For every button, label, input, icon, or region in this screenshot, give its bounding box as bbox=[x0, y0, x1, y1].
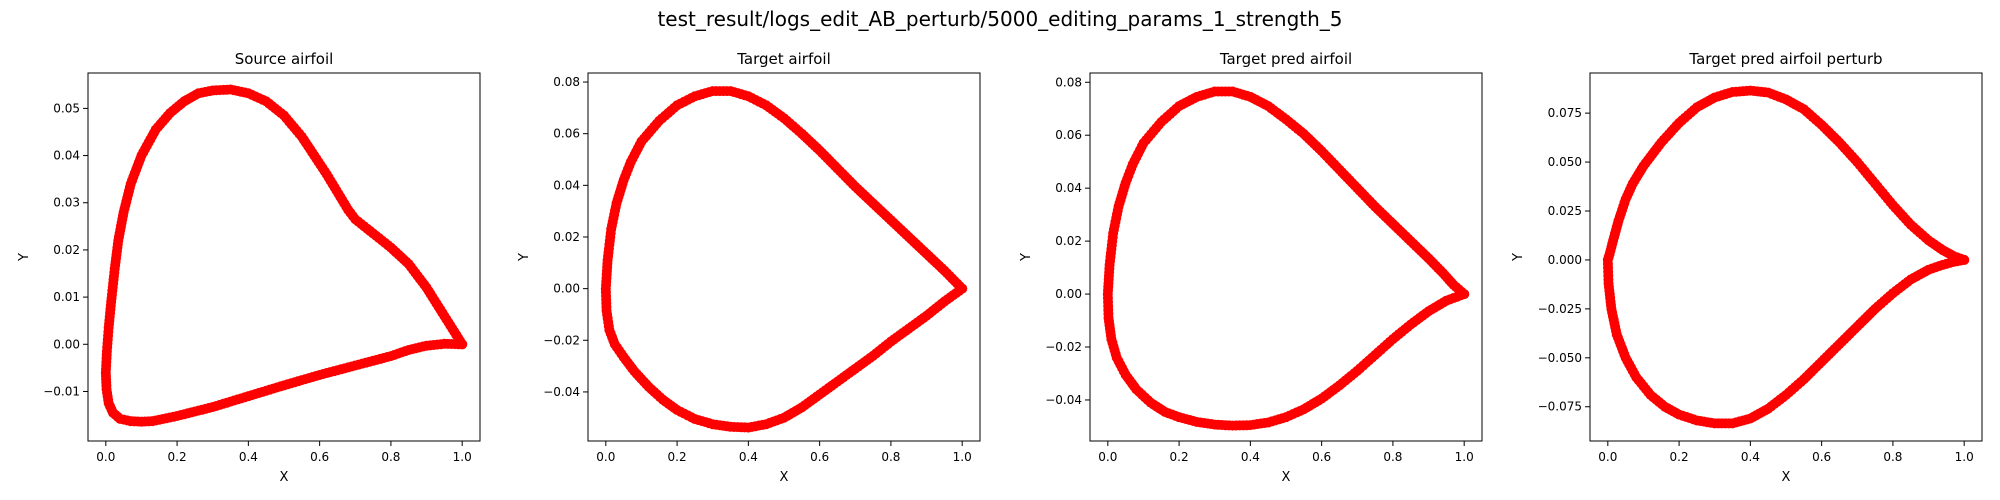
y-axis-label: Y bbox=[17, 253, 32, 262]
data-point bbox=[1459, 289, 1470, 300]
x-tick-label: 0.6 bbox=[1312, 450, 1331, 464]
data-point bbox=[457, 339, 468, 350]
y-axis-label: Y bbox=[1019, 253, 1034, 262]
data-series bbox=[1102, 86, 1470, 431]
x-tick-label: 0.0 bbox=[1598, 450, 1617, 464]
y-tick-label: 0.03 bbox=[53, 196, 80, 210]
y-tick-label: 0.06 bbox=[553, 127, 580, 141]
subplot-2: Target airfoil 0.0 0.2 0.4 0.6 0.8 1.0 −0.04 −0.… bbox=[517, 50, 981, 485]
x-tick-label: 0.6 bbox=[1812, 450, 1831, 464]
data-point bbox=[1959, 254, 1970, 265]
x-tick-label: 0.8 bbox=[1383, 450, 1402, 464]
subplot-4: Target pred airfoil perturb 0.0 0.2 0.4 0.6 0… bbox=[1511, 50, 1983, 485]
y-tick-label: 0.06 bbox=[1055, 128, 1082, 142]
x-tick-label: 0.6 bbox=[810, 450, 829, 464]
y-tick-label: 0.02 bbox=[1055, 234, 1082, 248]
axes-frame bbox=[87, 72, 481, 442]
y-tick-label: −0.02 bbox=[1045, 340, 1082, 354]
x-tick-label: 0.4 bbox=[1741, 450, 1760, 464]
subplot-title: Target pred airfoil bbox=[1219, 50, 1352, 68]
axes-frame bbox=[1589, 72, 1983, 442]
x-axis-label: X bbox=[1282, 470, 1291, 485]
y-tick-label: 0.04 bbox=[1055, 181, 1082, 195]
y-tick-label: 0.04 bbox=[53, 149, 80, 163]
axes-frame bbox=[1089, 72, 1483, 442]
data-series bbox=[600, 86, 968, 433]
y-tick-label: 0.02 bbox=[553, 230, 580, 244]
figure-suptitle: test_result/logs_edit_AB_perturb/5000_ed… bbox=[657, 7, 1342, 31]
subplot-3: Target pred airfoil 0.0 0.2 0.4 0.6 0.8 1.0 −0.… bbox=[1019, 50, 1483, 485]
y-tick-label: −0.02 bbox=[543, 333, 580, 347]
x-tick-label: 0.0 bbox=[96, 450, 115, 464]
y-tick-label: −0.04 bbox=[543, 385, 580, 399]
x-tick-label: 0.4 bbox=[739, 450, 758, 464]
y-tick-label: 0.00 bbox=[53, 337, 80, 351]
y-tick-label: 0.00 bbox=[553, 282, 580, 296]
y-tick-label: 0.075 bbox=[1548, 106, 1582, 120]
y-tick-label: −0.04 bbox=[1045, 393, 1082, 407]
x-tick-label: 1.0 bbox=[1455, 450, 1474, 464]
x-tick-label: 0.6 bbox=[310, 450, 329, 464]
x-tick-label: 0.8 bbox=[1883, 450, 1902, 464]
subplot-grid: Source airfoil 0.0 0.2 0.4 0.6 0.8 1.0 −0.01 0.0… bbox=[17, 50, 1983, 485]
x-tick-label: 0.2 bbox=[668, 450, 687, 464]
x-tick-label: 1.0 bbox=[953, 450, 972, 464]
subplot-title: Target airfoil bbox=[736, 50, 831, 68]
x-tick-label: 0.0 bbox=[596, 450, 615, 464]
y-tick-label: −0.075 bbox=[1538, 400, 1582, 414]
y-tick-label: 0.00 bbox=[1055, 287, 1082, 301]
y-axis-label: Y bbox=[1511, 253, 1526, 262]
y-tick-label: 0.08 bbox=[553, 75, 580, 89]
x-tick-label: 0.2 bbox=[168, 450, 187, 464]
x-axis-label: X bbox=[280, 470, 289, 485]
data-series bbox=[100, 84, 468, 427]
x-tick-label: 0.0 bbox=[1098, 450, 1117, 464]
x-tick-label: 1.0 bbox=[1955, 450, 1974, 464]
x-tick-label: 0.8 bbox=[381, 450, 400, 464]
x-tick-label: 0.2 bbox=[1670, 450, 1689, 464]
y-tick-label: 0.025 bbox=[1548, 204, 1582, 218]
x-axis-label: X bbox=[1782, 470, 1791, 485]
x-tick-label: 0.4 bbox=[239, 450, 258, 464]
y-tick-label: 0.08 bbox=[1055, 75, 1082, 89]
x-tick-label: 0.2 bbox=[1170, 450, 1189, 464]
axes-frame bbox=[587, 72, 981, 442]
x-tick-label: 0.8 bbox=[881, 450, 900, 464]
data-point bbox=[957, 283, 968, 294]
y-tick-label: 0.04 bbox=[553, 178, 580, 192]
subplot-title: Source airfoil bbox=[235, 50, 334, 68]
subplot-title: Target pred airfoil perturb bbox=[1688, 50, 1882, 68]
y-axis-label: Y bbox=[517, 253, 532, 262]
y-tick-label: 0.02 bbox=[53, 243, 80, 257]
subplot-1: Source airfoil 0.0 0.2 0.4 0.6 0.8 1.0 −0.01 0.0… bbox=[17, 50, 481, 485]
x-tick-label: 1.0 bbox=[453, 450, 472, 464]
x-axis-label: X bbox=[780, 470, 789, 485]
data-series bbox=[1602, 85, 1970, 429]
y-tick-label: 0.01 bbox=[53, 290, 80, 304]
x-tick-label: 0.4 bbox=[1241, 450, 1260, 464]
y-tick-label: −0.025 bbox=[1538, 302, 1582, 316]
y-tick-label: −0.050 bbox=[1538, 351, 1582, 365]
y-tick-label: 0.05 bbox=[53, 101, 80, 115]
y-tick-label: 0.050 bbox=[1548, 155, 1582, 169]
y-tick-label: 0.000 bbox=[1548, 253, 1582, 267]
y-tick-label: −0.01 bbox=[43, 384, 80, 398]
